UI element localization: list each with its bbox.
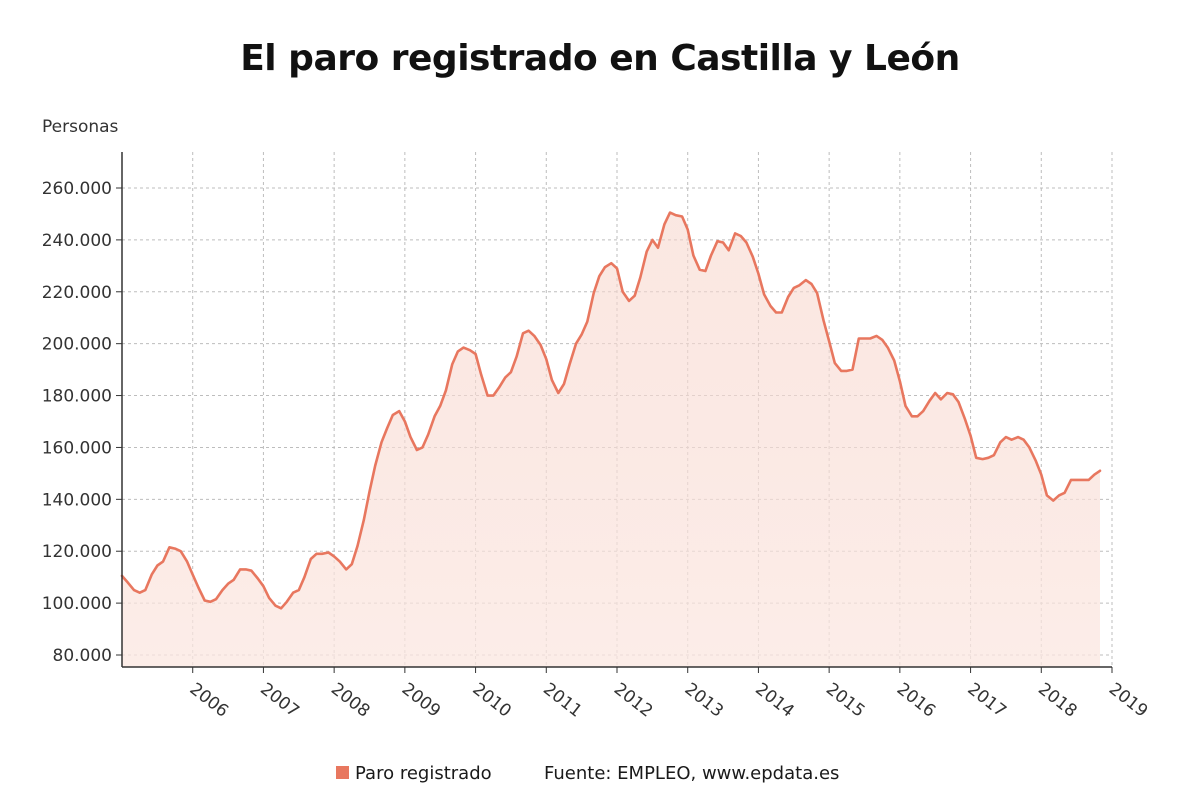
- legend-swatch: [336, 766, 349, 779]
- y-tick-label: 140.000: [42, 490, 112, 510]
- y-tick-label: 260.000: [42, 179, 112, 199]
- y-tick-label: 240.000: [42, 231, 112, 251]
- series-line-paro-registrado: [120, 211, 1102, 610]
- x-tick-label: 2011: [539, 679, 585, 721]
- legend-entry-paro-registrado: Paro registrado: [355, 763, 492, 784]
- x-tick-label: 2013: [681, 679, 727, 721]
- y-tick-label: 160.000: [42, 438, 112, 458]
- x-tick-label: 2010: [468, 679, 514, 721]
- x-tick-label: 2016: [893, 679, 939, 721]
- y-tick-label: 220.000: [42, 283, 112, 303]
- grid: [122, 152, 1113, 667]
- axes: [116, 152, 1113, 673]
- y-axis-label: Personas: [42, 117, 119, 137]
- series-area-fill: [122, 212, 1100, 667]
- plot-area: [120, 211, 1102, 667]
- x-tick-label: 2015: [822, 679, 868, 721]
- x-tick-label: 2017: [963, 679, 1009, 721]
- x-tick-label: 2009: [398, 679, 444, 721]
- y-tick-label: 100.000: [42, 594, 112, 614]
- legend: Paro registrado Fuente: EMPLEO, www.epda…: [336, 763, 839, 784]
- y-tick-label: 180.000: [42, 387, 112, 407]
- x-tick-label: 2007: [256, 679, 302, 721]
- y-tick-label: 200.000: [42, 335, 112, 355]
- x-tick-label: 2014: [751, 679, 797, 721]
- chart-title: El paro registrado en Castilla y León: [240, 38, 960, 79]
- x-tick-label: 2018: [1034, 679, 1080, 721]
- y-tick-labels: 80.000 100.000 120.000 140.000 160.000 180.00…: [42, 179, 112, 666]
- y-tick-label: 80.000: [53, 646, 112, 666]
- source-note: Fuente: EMPLEO, www.epdata.es: [544, 763, 839, 784]
- x-tick-label: 2008: [327, 679, 373, 721]
- y-tick-label: 120.000: [42, 542, 112, 562]
- x-tick-labels: 2006 2007 2008 2009 2010 2011 2012 2013 2014 2015…: [186, 679, 1152, 721]
- x-tick-label: 2006: [186, 679, 232, 721]
- x-tick-label: 2012: [610, 679, 656, 721]
- x-tick-label: 2019: [1105, 679, 1151, 721]
